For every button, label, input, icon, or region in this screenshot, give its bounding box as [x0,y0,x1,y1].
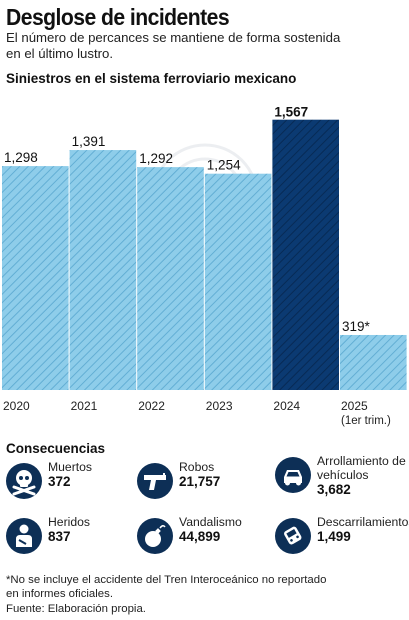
source-note: Fuente: Elaboración propia. [6,603,146,615]
consequence-label: Vandalismo [179,515,242,529]
consequence-value: 1,499 [317,529,351,544]
value-label-2020: 1,298 [4,150,38,165]
consequence-label: Heridos [48,515,90,529]
skull-crossbones-icon [6,463,42,499]
bar-2022 [137,167,204,390]
consequence-label: Muertos [48,460,93,474]
bomb-icon [137,518,173,554]
car-icon [275,457,311,493]
category-label-2024: 2024 [273,399,300,413]
consequence-value: 3,682 [317,482,351,497]
consequence-deaths: Muertos 372 [6,460,93,499]
bar-2023 [204,173,272,390]
consequence-vandalism: Vandalismo 44,899 [137,515,242,554]
category-label-2023: 2023 [206,399,233,413]
consequence-value: 372 [48,474,71,489]
consequence-label: Descarrilamientos [317,515,409,529]
footnote: *No se incluye el accidente del Tren Int… [6,574,327,600]
bar-2025 [340,334,407,390]
bar-2021 [69,150,137,390]
consequences-title: Consecuencias [6,441,106,456]
bar-2020 [2,166,69,390]
consequence-value: 44,899 [179,529,221,544]
category-label-2021: 2021 [71,399,98,413]
value-label-2023: 1,254 [207,158,241,173]
consequence-label: Robos [179,460,215,474]
category-sublabel-2025: (1er trim.) [341,415,391,427]
chart-title: Siniestros en el sistema ferroviario mex… [6,71,297,86]
page-title: Desglose de incidentes [6,4,230,30]
consequence-label: Arrollamiento de vehículos [317,454,406,482]
category-label-2020: 2020 [3,399,30,413]
consequence-robberies: Robos 21,757 [137,460,221,499]
consequence-injured: Heridos 837 [6,515,90,554]
pistol-icon [137,463,173,499]
consequence-value: 21,757 [179,474,221,489]
value-label-2022: 1,292 [139,151,173,166]
value-label-2025: 319* [342,319,371,334]
category-label-2025: 2025 [341,399,368,413]
bar-2024 [272,119,339,390]
consequence-value: 837 [48,529,71,544]
derailed-train-icon [275,518,311,554]
page-subtitle: El número de percances se mantiene de fo… [6,30,341,61]
bar-chart: 1,298 1,391 1,292 1,254 1,567 319* 2020 2021 20… [2,105,407,427]
value-label-2021: 1,391 [72,134,106,149]
category-label-2022: 2022 [138,399,165,413]
consequence-derailments: Descarrilamientos 1,499 [275,515,409,554]
injured-person-icon [6,518,42,554]
value-label-2024: 1,567 [274,105,308,120]
consequence-vehicle-collisions: Arrollamiento de vehículos 3,682 [275,454,409,497]
